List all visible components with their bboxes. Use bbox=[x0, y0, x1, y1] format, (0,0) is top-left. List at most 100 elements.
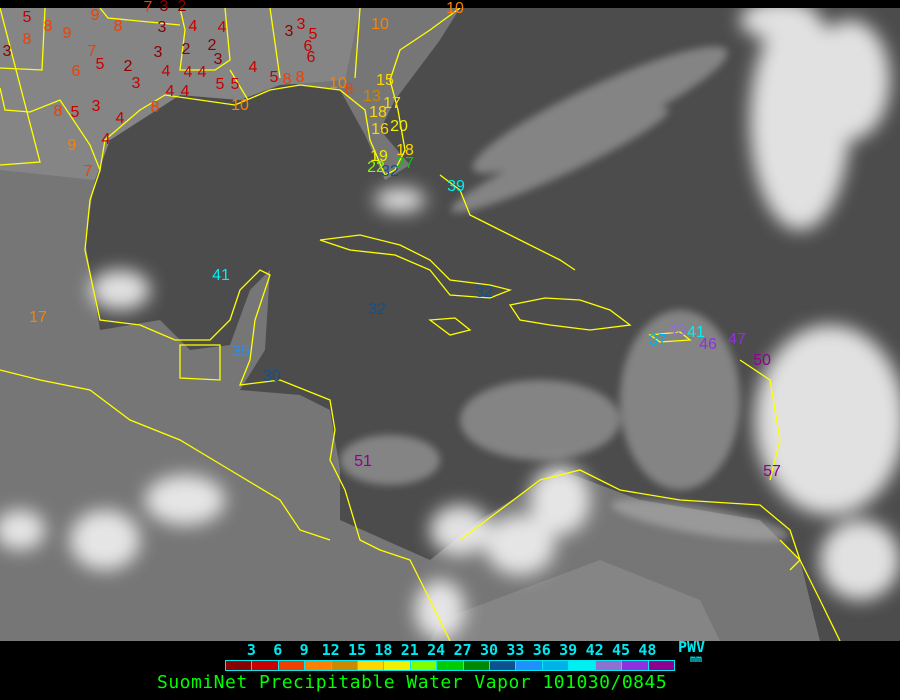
station-reading: 4 bbox=[180, 83, 190, 100]
station-reading: 5 bbox=[269, 69, 279, 86]
station-reading: 6 bbox=[71, 63, 81, 80]
station-reading: 8 bbox=[43, 18, 53, 35]
legend-tick-label: 9 bbox=[299, 641, 309, 659]
station-reading: 50 bbox=[753, 352, 771, 369]
color-legend: 3 6 9 12 15 18 21 24 27 30 33 36 39 42 45 48 PWV mm Suo… bbox=[0, 638, 900, 700]
station-reading: 10 bbox=[231, 97, 249, 114]
station-reading: 2 bbox=[181, 41, 191, 58]
legend-tick-label: 33 bbox=[506, 641, 525, 659]
legend-swatch bbox=[569, 661, 596, 670]
legend-swatch bbox=[463, 661, 491, 670]
station-reading: 15 bbox=[376, 72, 394, 89]
legend-swatch bbox=[516, 661, 543, 670]
station-reading: 9 bbox=[90, 7, 100, 24]
legend-swatch bbox=[648, 661, 674, 670]
station-reading: 9 bbox=[67, 137, 77, 154]
legend-tick-label: 24 bbox=[427, 641, 446, 659]
legend-tick-label: 48 bbox=[638, 641, 657, 659]
station-reading: 8 bbox=[53, 103, 63, 120]
station-reading: 18 bbox=[396, 142, 414, 159]
station-reading: 3 bbox=[2, 43, 12, 60]
station-reading: 8 bbox=[113, 18, 123, 35]
map-title: SuomiNet Precipitable Water Vapor 101030… bbox=[157, 672, 668, 693]
legend-unit: mm bbox=[690, 654, 703, 665]
station-reading: 8 bbox=[150, 99, 160, 116]
station-reading: 17 bbox=[29, 309, 47, 326]
station-reading: 3 bbox=[296, 16, 306, 33]
station-reading: 7 bbox=[83, 163, 93, 180]
station-reading: 2 bbox=[177, 0, 187, 15]
station-reading: 8 bbox=[282, 71, 292, 88]
station-reading: 7 bbox=[143, 0, 153, 16]
station-reading: 3 bbox=[284, 23, 294, 40]
station-reading: 10 bbox=[371, 16, 389, 33]
legend-colorbar bbox=[225, 660, 675, 671]
station-reading: 8 bbox=[344, 81, 354, 98]
station-reading: 7 bbox=[87, 43, 97, 60]
legend-swatch bbox=[490, 661, 517, 670]
station-reading: 5 bbox=[95, 56, 105, 73]
station-reading: 4 bbox=[197, 64, 207, 81]
station-reading: 10 bbox=[329, 75, 347, 92]
legend-swatch bbox=[384, 661, 411, 670]
legend-tick-label: 36 bbox=[532, 641, 551, 659]
station-reading: 43 bbox=[668, 322, 686, 339]
coastlines bbox=[0, 8, 841, 641]
station-reading: 4 bbox=[248, 59, 258, 76]
station-reading: 4 bbox=[165, 83, 175, 100]
clouds bbox=[0, 8, 900, 640]
legend-swatch bbox=[331, 661, 359, 670]
station-reading: 10 bbox=[446, 0, 464, 17]
legend-tick-label: 18 bbox=[374, 641, 393, 659]
station-reading: 3 bbox=[213, 51, 223, 68]
legend-tick-label: 42 bbox=[585, 641, 604, 659]
legend-tick-label: 39 bbox=[559, 641, 578, 659]
station-reading: 37 bbox=[649, 332, 667, 349]
legend-swatch bbox=[595, 661, 623, 670]
legend-swatch bbox=[226, 661, 253, 670]
thin-clouds bbox=[340, 46, 789, 541]
station-reading: 57 bbox=[763, 463, 781, 480]
station-reading: 2 bbox=[207, 37, 217, 54]
station-reading: 3 bbox=[153, 44, 163, 61]
legend-swatch bbox=[358, 661, 385, 670]
legend-swatch bbox=[278, 661, 306, 670]
legend-tick-label: 45 bbox=[611, 641, 631, 659]
station-reading: 4 bbox=[217, 19, 227, 36]
legend-tick-label: 6 bbox=[273, 641, 283, 659]
station-reading: 30 bbox=[263, 368, 281, 385]
station-reading: 6 bbox=[303, 38, 313, 55]
legend-tick-label: 12 bbox=[321, 641, 340, 659]
station-reading: 6 bbox=[306, 49, 316, 66]
station-reading: 9 bbox=[62, 25, 72, 42]
legend-swatch bbox=[410, 661, 438, 670]
legend-swatch bbox=[437, 661, 464, 670]
station-reading: 4 bbox=[115, 110, 125, 127]
station-reading: 3 bbox=[131, 75, 141, 92]
legend-swatch bbox=[305, 661, 332, 670]
land-lighter bbox=[0, 8, 720, 641]
station-reading: 41 bbox=[687, 324, 705, 341]
station-reading: 3 bbox=[91, 98, 101, 115]
legend-unit-label: PWV bbox=[678, 638, 706, 656]
station-reading: 8 bbox=[295, 69, 305, 86]
legend-tick-label: 30 bbox=[479, 641, 499, 659]
station-reading: 41 bbox=[212, 267, 230, 284]
station-reading: 16 bbox=[371, 121, 389, 138]
station-reading: 5 bbox=[230, 76, 240, 93]
legend-tick-label: 27 bbox=[453, 641, 472, 659]
station-reading: 32 bbox=[381, 163, 399, 180]
station-reading: 3 bbox=[159, 0, 169, 15]
legend-swatch bbox=[622, 661, 649, 670]
station-reading: 4 bbox=[161, 63, 171, 80]
station-reading: 19 bbox=[370, 148, 388, 165]
station-reading: 5 bbox=[70, 104, 80, 121]
legend-swatch bbox=[542, 661, 570, 670]
station-reading: 13 bbox=[363, 88, 381, 105]
station-reading: 46 bbox=[699, 336, 717, 353]
station-reading: 4 bbox=[183, 64, 193, 81]
station-reading: 2 bbox=[123, 58, 133, 75]
station-reading: 4 bbox=[188, 18, 198, 35]
legend-tick-label: 21 bbox=[400, 641, 419, 659]
